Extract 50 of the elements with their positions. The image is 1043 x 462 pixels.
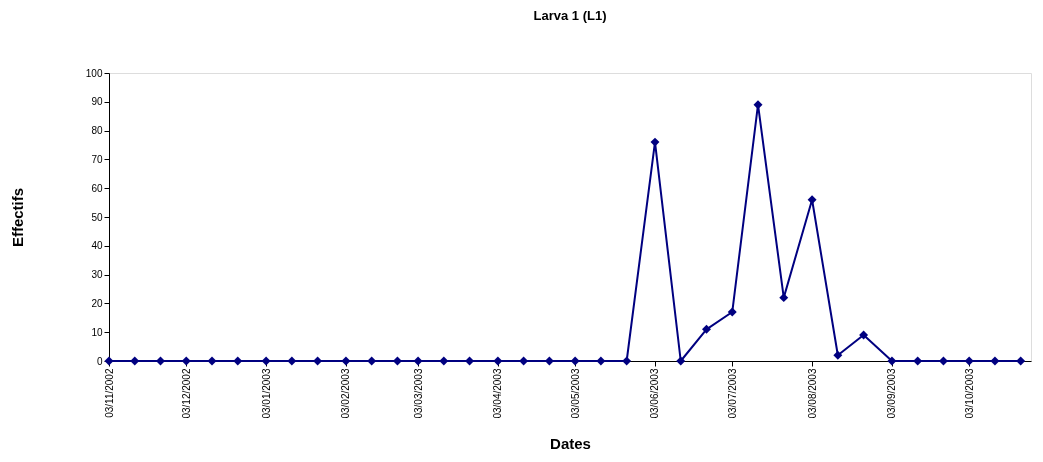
chart-title: Larva 1 (L1) — [533, 8, 607, 23]
point — [727, 307, 737, 317]
point — [622, 356, 632, 366]
x-axis-title: Dates — [550, 434, 591, 452]
x-tick-label: 03/09/2003 — [886, 368, 898, 419]
x-tick-label: 03/07/2003 — [726, 368, 738, 419]
point — [650, 137, 660, 147]
y-tick-label: 40 — [91, 240, 103, 252]
point — [570, 356, 580, 366]
y-tick-label: 100 — [85, 67, 103, 79]
point — [439, 356, 449, 366]
point — [413, 356, 423, 366]
point — [1016, 356, 1026, 366]
point — [833, 350, 843, 360]
point — [261, 356, 271, 366]
point — [181, 356, 191, 366]
point — [287, 356, 297, 366]
y-tick-label: 0 — [96, 355, 103, 367]
x-tick-label: 03/10/2003 — [963, 368, 975, 419]
point — [990, 356, 1000, 366]
point — [596, 356, 606, 366]
point — [207, 356, 217, 366]
x-tick-label: 03/01/2003 — [260, 368, 272, 419]
x-tick-label: 03/02/2003 — [340, 368, 352, 419]
point — [233, 356, 243, 366]
y-tick-label: 60 — [91, 182, 103, 194]
y-tick-label: 10 — [91, 326, 103, 338]
y-tick-label: 20 — [91, 297, 103, 309]
x-tick-label: 03/11/2002 — [103, 368, 115, 418]
y-tick-label: 50 — [91, 211, 103, 223]
y-tick-label: 90 — [91, 96, 103, 108]
point — [493, 356, 503, 366]
x-tick-label: 03/04/2003 — [492, 368, 504, 419]
point — [702, 324, 711, 334]
x-tick-label: 03/03/2003 — [412, 368, 424, 419]
point — [130, 356, 140, 366]
y-axis-title: Effectifs — [8, 187, 26, 248]
x-tick-label: 03/06/2003 — [649, 368, 661, 419]
point — [859, 330, 869, 340]
point — [341, 356, 351, 366]
x-tick-label: 03/12/2002 — [180, 368, 192, 419]
y-tick-label: 80 — [91, 125, 103, 137]
point — [676, 356, 686, 366]
y-tick-label: 70 — [91, 153, 103, 165]
point — [779, 293, 789, 303]
point — [964, 356, 974, 366]
x-tick-label: 03/08/2003 — [806, 368, 818, 419]
x-tick-label: 03/05/2003 — [569, 368, 581, 419]
point — [887, 356, 897, 366]
y-tick-label: 30 — [91, 269, 103, 281]
